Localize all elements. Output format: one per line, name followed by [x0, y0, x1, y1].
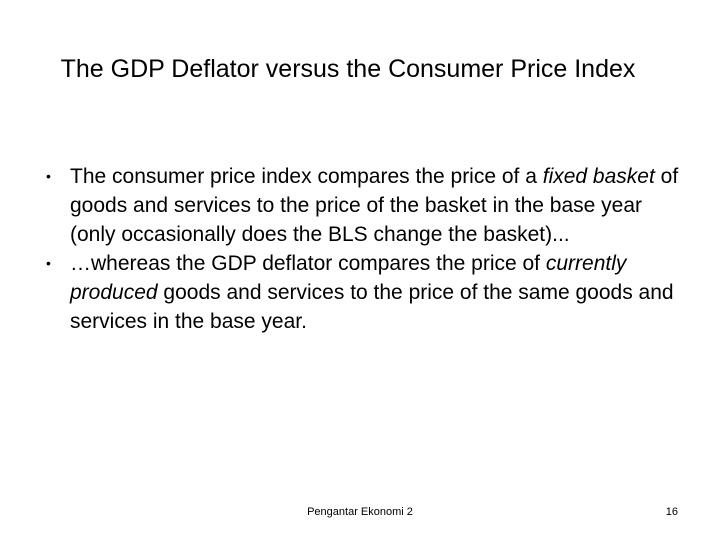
bullet-text: of goods and services to the price of th…: [70, 165, 679, 246]
bullet-text: goods and services to the price of the s…: [70, 281, 674, 333]
bullet-emphasis: currently produced: [70, 252, 627, 304]
bullet-item-cpi: • The consumer price index compares the …: [40, 162, 680, 249]
bullet-item-gdp-deflator: • …whereas the GDP deflator compares the…: [40, 249, 680, 336]
bullet-list: • The consumer price index compares the …: [40, 162, 680, 336]
bullet-dot-icon: •: [46, 168, 51, 184]
bullet-dot-icon: •: [46, 255, 51, 271]
bullet-text: …whereas the GDP deflator compares the p…: [70, 252, 546, 275]
bullet-emphasis: fixed basket: [542, 165, 655, 188]
footer-course-name: Pengantar Ekonomi 2: [307, 506, 413, 518]
page-number: 16: [665, 506, 678, 518]
slide-title: The GDP Deflator versus the Consumer Pri…: [60, 55, 636, 83]
bullet-text: The consumer price index compares the pr…: [70, 165, 543, 188]
